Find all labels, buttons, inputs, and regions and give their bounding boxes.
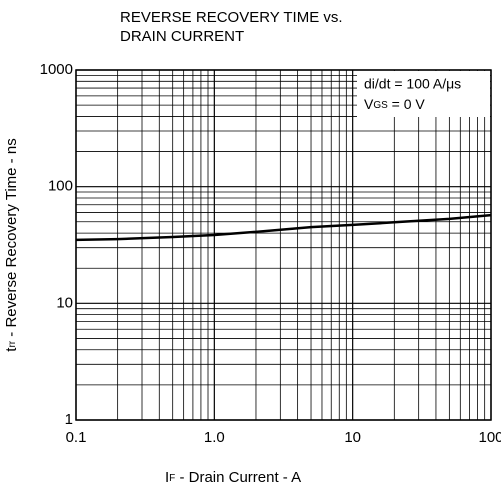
x-axis-label-part: - Drain Current - A [175,469,301,486]
y-axis-label: trr - Reverse Recovery Time - ns [3,138,20,351]
x-axis-label: IF - Drain Current - A [165,469,301,486]
y-axis-label-part: t [3,347,20,352]
y-tick-label: 1000 [40,61,73,78]
x-axis-label-part: F [169,473,175,484]
plot-frame [75,69,492,421]
chart-title: REVERSE RECOVERY TIME vs. [120,9,343,26]
y-tick-label: 10 [56,294,73,311]
x-tick-label: 0.1 [66,429,87,446]
y-axis-label-part: - Reverse Recovery Time - ns [3,138,20,341]
annotation-part: GS [373,100,388,111]
annotation-part: = 0 V [388,96,426,112]
y-axis-label-part: rr [7,340,18,347]
chart-title: DRAIN CURRENT [120,28,244,45]
x-tick-label: 10 [344,429,361,446]
x-tick-label: 100 [478,429,501,446]
y-tick-label: 1 [65,411,73,428]
y-tick-label: 100 [48,178,73,195]
annotation: VGS = 0 V [364,96,425,112]
annotation: di/dt = 100 A/μs [364,76,461,92]
annotation-box [357,71,490,117]
annotation-part: V [364,96,374,112]
data-line [75,213,492,242]
x-axis-label-part: I [165,469,169,486]
x-tick-label: 1.0 [204,429,225,446]
